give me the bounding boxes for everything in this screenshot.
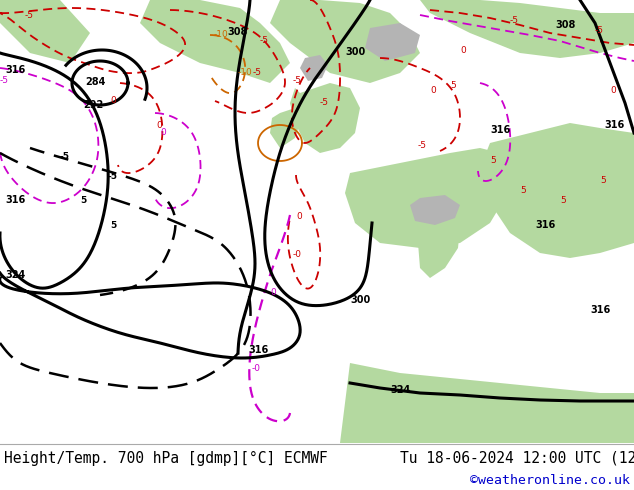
Polygon shape <box>418 213 460 278</box>
Polygon shape <box>365 23 420 61</box>
Text: 316: 316 <box>5 195 25 205</box>
Text: 0: 0 <box>430 86 436 95</box>
Text: 5: 5 <box>110 221 116 230</box>
Text: 0: 0 <box>610 86 616 95</box>
Text: -5: -5 <box>595 26 604 35</box>
Polygon shape <box>345 148 510 248</box>
Polygon shape <box>140 0 290 83</box>
Text: -5: -5 <box>293 76 302 85</box>
Text: 5: 5 <box>520 186 526 195</box>
Text: 0: 0 <box>110 96 116 105</box>
Text: 324: 324 <box>390 385 410 395</box>
Text: 0: 0 <box>296 212 302 221</box>
Text: -5: -5 <box>418 141 427 150</box>
Text: Height/Temp. 700 hPa [gdmp][°C] ECMWF: Height/Temp. 700 hPa [gdmp][°C] ECMWF <box>4 450 328 465</box>
Polygon shape <box>480 123 634 258</box>
Polygon shape <box>0 0 90 63</box>
Polygon shape <box>290 83 360 153</box>
Text: 5: 5 <box>80 196 86 205</box>
Text: -5: -5 <box>510 16 519 25</box>
Text: Tu 18-06-2024 12:00 UTC (12+144): Tu 18-06-2024 12:00 UTC (12+144) <box>400 450 634 465</box>
Text: -5: -5 <box>60 152 70 161</box>
Text: 316: 316 <box>248 345 268 355</box>
Text: -5: -5 <box>320 98 329 107</box>
Polygon shape <box>300 55 328 81</box>
Text: 0: 0 <box>156 121 162 130</box>
Text: 0: 0 <box>460 46 466 55</box>
Text: 316: 316 <box>535 220 555 230</box>
Text: -5: -5 <box>253 68 262 77</box>
Text: 292: 292 <box>83 100 103 110</box>
Text: 0: 0 <box>160 128 165 137</box>
Polygon shape <box>270 0 420 83</box>
Polygon shape <box>420 0 634 58</box>
Text: 316: 316 <box>490 125 510 135</box>
Text: 5: 5 <box>490 156 496 165</box>
Text: 0: 0 <box>270 288 276 297</box>
Text: -0: -0 <box>293 250 302 259</box>
Text: -0: -0 <box>252 364 261 373</box>
Text: -10: -10 <box>214 30 229 39</box>
Text: -5: -5 <box>260 36 269 45</box>
Polygon shape <box>410 195 460 225</box>
Polygon shape <box>340 363 634 443</box>
Text: 300: 300 <box>345 47 365 57</box>
Text: ©weatheronline.co.uk: ©weatheronline.co.uk <box>470 473 630 487</box>
Text: 284: 284 <box>85 77 105 87</box>
Text: 5: 5 <box>600 176 605 185</box>
Text: -5: -5 <box>0 76 9 85</box>
Text: 316: 316 <box>590 305 611 315</box>
Text: 308: 308 <box>228 27 248 37</box>
Polygon shape <box>270 108 300 148</box>
Text: -5: -5 <box>25 11 34 20</box>
Text: 5: 5 <box>560 196 566 205</box>
Text: -5: -5 <box>108 172 118 181</box>
Text: -10: -10 <box>238 68 253 77</box>
Text: 316: 316 <box>5 65 25 75</box>
Text: 324: 324 <box>5 270 25 280</box>
Text: 308: 308 <box>555 20 576 30</box>
Text: 316: 316 <box>604 120 624 130</box>
Text: 5: 5 <box>450 81 456 90</box>
Text: 300: 300 <box>350 295 370 305</box>
